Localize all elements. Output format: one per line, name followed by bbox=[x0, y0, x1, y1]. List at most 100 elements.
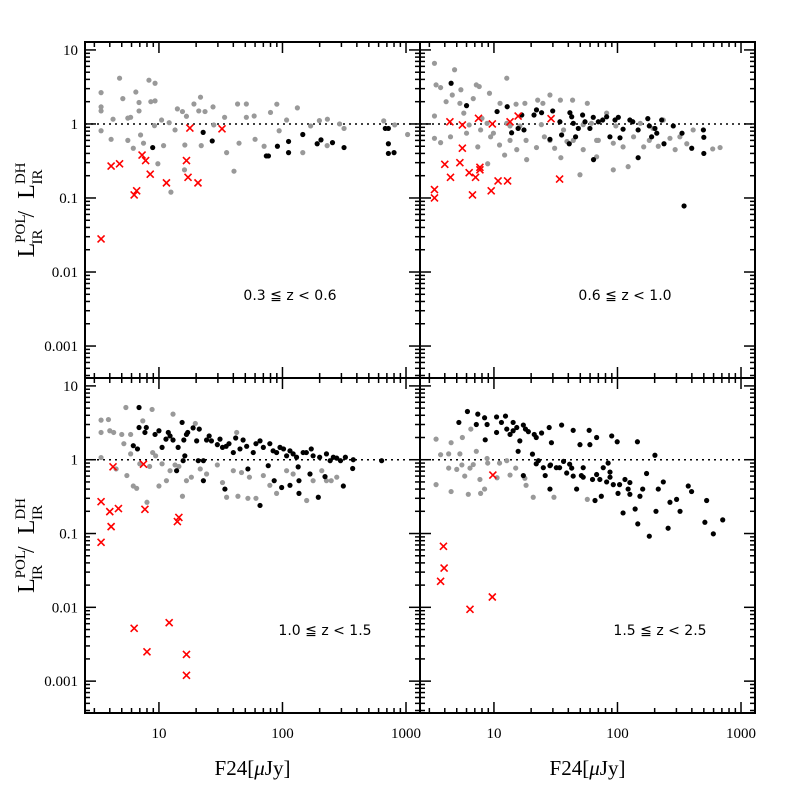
data-point bbox=[151, 123, 158, 129]
data-point bbox=[473, 448, 479, 454]
cross-marker bbox=[142, 647, 152, 656]
data-point bbox=[484, 120, 490, 126]
data-point bbox=[231, 168, 237, 174]
cross-stroke bbox=[471, 173, 480, 182]
data-point bbox=[684, 141, 690, 147]
data-point bbox=[681, 203, 687, 209]
data-point bbox=[98, 454, 104, 461]
data-point bbox=[214, 442, 220, 448]
cross-stroke bbox=[487, 186, 496, 195]
data-point bbox=[560, 127, 567, 133]
data-point bbox=[260, 444, 266, 450]
cross-stroke bbox=[458, 120, 467, 130]
data-point bbox=[582, 119, 588, 125]
data-point bbox=[592, 497, 598, 504]
data-point bbox=[547, 463, 553, 469]
data-point bbox=[200, 478, 206, 484]
cross-stroke bbox=[107, 161, 116, 171]
cross-marker bbox=[555, 175, 564, 184]
cross-stroke bbox=[217, 124, 227, 133]
y-tick-label: 0.1 bbox=[59, 527, 78, 543]
data-point bbox=[514, 424, 520, 431]
data-point bbox=[496, 460, 503, 466]
data-point bbox=[287, 448, 293, 454]
data-point bbox=[640, 486, 646, 492]
data-point bbox=[128, 114, 134, 120]
data-point bbox=[451, 67, 458, 73]
cross-stroke bbox=[97, 497, 106, 506]
data-point bbox=[484, 455, 490, 462]
data-point bbox=[701, 150, 707, 157]
data-point bbox=[287, 482, 293, 488]
cross-stroke bbox=[182, 650, 191, 659]
data-point bbox=[208, 438, 215, 444]
data-point bbox=[547, 92, 553, 98]
data-point bbox=[572, 134, 579, 140]
data-point bbox=[203, 437, 210, 443]
data-point bbox=[548, 440, 555, 446]
data-point bbox=[438, 452, 444, 458]
y-title-L: L bbox=[14, 578, 40, 593]
panels: 0.3 ≦ z < 0.6 0.6 ≦ z < 1.0 1.0 ≦ z < 1.5 1… bbox=[84, 41, 756, 714]
data-point bbox=[535, 97, 541, 103]
data-point bbox=[195, 458, 201, 464]
cross-stroke bbox=[439, 542, 448, 551]
data-point bbox=[257, 502, 263, 509]
data-point bbox=[293, 454, 300, 460]
data-point bbox=[136, 108, 142, 114]
data-point bbox=[643, 470, 650, 477]
data-point bbox=[653, 508, 659, 514]
cross-stroke bbox=[430, 185, 439, 194]
cross-marker bbox=[465, 168, 474, 177]
panel-1: 0.3 ≦ z < 0.6 bbox=[84, 41, 421, 379]
data-point bbox=[481, 415, 488, 421]
data-point bbox=[265, 463, 271, 469]
panel-4: 1.5 ≦ z < 2.5 bbox=[419, 377, 756, 714]
panel-label: 0.3 ≦ z < 0.6 bbox=[243, 288, 336, 304]
data-point bbox=[303, 449, 309, 456]
data-point bbox=[588, 120, 594, 126]
data-point bbox=[550, 108, 556, 114]
data-point bbox=[224, 494, 230, 500]
data-point bbox=[690, 127, 696, 133]
data-point bbox=[447, 134, 454, 140]
data-point bbox=[484, 421, 490, 428]
data-point bbox=[533, 434, 539, 441]
cross-stroke bbox=[105, 507, 114, 516]
cross-marker bbox=[488, 470, 497, 480]
cross-stroke bbox=[142, 647, 152, 656]
data-point bbox=[304, 497, 310, 504]
data-point bbox=[340, 483, 346, 489]
ticks bbox=[85, 378, 420, 713]
data-point bbox=[494, 108, 500, 115]
data-point bbox=[385, 125, 391, 132]
data-point bbox=[130, 145, 136, 151]
data-point bbox=[194, 438, 200, 444]
cross-marker bbox=[182, 650, 191, 659]
series-2 bbox=[456, 408, 726, 539]
cross-marker bbox=[146, 170, 155, 179]
data-point bbox=[261, 143, 267, 149]
data-point bbox=[557, 97, 563, 103]
data-point bbox=[515, 448, 521, 454]
data-point bbox=[182, 142, 188, 148]
data-point bbox=[123, 404, 129, 411]
data-point bbox=[183, 113, 190, 119]
data-point bbox=[529, 451, 536, 457]
data-point bbox=[308, 123, 314, 129]
data-point bbox=[587, 442, 593, 448]
data-point bbox=[673, 496, 680, 502]
cross-stroke bbox=[494, 176, 503, 185]
y-title-sup: DH bbox=[13, 498, 29, 520]
cross-marker bbox=[445, 117, 454, 126]
data-point bbox=[607, 134, 613, 140]
data-point bbox=[174, 468, 180, 474]
cross-marker bbox=[139, 460, 148, 469]
cross-marker bbox=[193, 178, 203, 187]
data-point bbox=[134, 446, 141, 452]
series-1 bbox=[431, 60, 723, 178]
data-point bbox=[323, 451, 330, 457]
data-point bbox=[273, 490, 280, 496]
data-point bbox=[467, 465, 473, 471]
